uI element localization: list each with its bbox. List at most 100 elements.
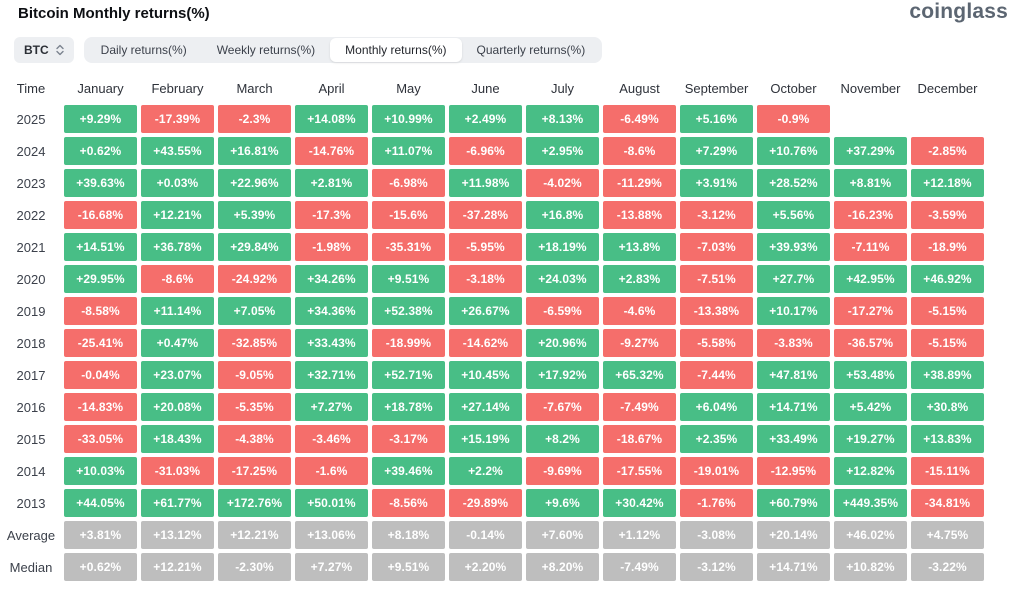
tab-quarterly-returns[interactable]: Quarterly returns(%) [476, 43, 586, 57]
return-cell: -16.68% [64, 201, 137, 229]
return-cell: +42.95% [834, 265, 907, 293]
return-cell: -29.89% [449, 489, 522, 517]
tab-weekly-returns[interactable]: Weekly returns(%) [216, 43, 316, 57]
return-cell: +2.81% [295, 169, 368, 197]
return-cell: +14.71% [757, 393, 830, 421]
return-cell: -9.27% [603, 329, 676, 357]
table-row-2023: 2023 +39.63% +0.03% +22.96% +2.81% -6.98% +11.… [0, 167, 1022, 199]
return-cell: +19.27% [834, 425, 907, 453]
return-cell: -7.11% [834, 233, 907, 261]
return-cell: +29.84% [218, 233, 291, 261]
return-cell: -36.57% [834, 329, 907, 357]
return-cell: +8.81% [834, 169, 907, 197]
return-cell: +39.63% [64, 169, 137, 197]
column-header-october: October [770, 81, 817, 96]
return-cell: -13.38% [680, 297, 753, 325]
return-cell: -7.03% [680, 233, 753, 261]
return-cell: -18.99% [372, 329, 445, 357]
return-cell: -3.12% [680, 201, 753, 229]
return-cell: +3.81% [64, 521, 137, 549]
return-cell: +449.35% [834, 489, 907, 517]
return-cell: +4.75% [911, 521, 984, 549]
symbol-select[interactable]: BTC [14, 37, 74, 63]
return-cell: +33.43% [295, 329, 368, 357]
return-cell: -35.31% [372, 233, 445, 261]
return-cell: +1.12% [603, 521, 676, 549]
row-label: 2013 [16, 495, 46, 511]
return-cell: -12.95% [757, 457, 830, 485]
return-cell: +11.98% [449, 169, 522, 197]
return-cell: +9.51% [372, 265, 445, 293]
return-cell: +20.14% [757, 521, 830, 549]
return-cell: -0.04% [64, 361, 137, 389]
return-cell: +10.17% [757, 297, 830, 325]
return-cell: -6.59% [526, 297, 599, 325]
return-cell: +5.16% [680, 105, 753, 133]
returns-table: Time January February March April May June July… [0, 75, 1022, 583]
return-cell: +46.02% [834, 521, 907, 549]
row-label: 2017 [16, 367, 46, 383]
return-cell: +26.67% [449, 297, 522, 325]
return-cell: +12.21% [218, 521, 291, 549]
return-cell: -8.6% [141, 265, 214, 293]
page-title: Bitcoin Monthly returns(%) [18, 5, 210, 22]
return-cell: +60.79% [757, 489, 830, 517]
column-header-december: December [917, 81, 978, 96]
return-cell: +2.35% [680, 425, 753, 453]
return-cell: -9.69% [526, 457, 599, 485]
return-cell: -3.12% [680, 553, 753, 581]
return-cell: +13.06% [295, 521, 368, 549]
return-cell: -17.25% [218, 457, 291, 485]
return-cell: +12.21% [141, 553, 214, 581]
row-label: 2019 [16, 303, 46, 319]
return-cell: +9.51% [372, 553, 445, 581]
return-cell: -8.6% [603, 137, 676, 165]
return-cell: +52.38% [372, 297, 445, 325]
row-label: 2023 [16, 175, 46, 191]
return-cell: -7.44% [680, 361, 753, 389]
return-cell: -11.29% [603, 169, 676, 197]
return-cell: +7.29% [680, 137, 753, 165]
return-cell: +10.99% [372, 105, 445, 133]
return-cell: -5.95% [449, 233, 522, 261]
return-cell: +5.42% [834, 393, 907, 421]
return-cell: -2.3% [218, 105, 291, 133]
return-cell: -34.81% [911, 489, 984, 517]
controls-bar: BTC Daily returns(%) Weekly returns(%) Mon… [14, 37, 1022, 63]
row-label: 2016 [16, 399, 46, 415]
return-cell: +5.56% [757, 201, 830, 229]
return-cell: +18.78% [372, 393, 445, 421]
return-cell: +7.27% [295, 393, 368, 421]
return-cell: -2.85% [911, 137, 984, 165]
return-cell: +14.51% [64, 233, 137, 261]
return-cell: +16.8% [526, 201, 599, 229]
return-cell: +14.71% [757, 553, 830, 581]
table-row-2018: 2018 -25.41% +0.47% -32.85% +33.43% -18.99% -1… [0, 327, 1022, 359]
return-cell: +32.71% [295, 361, 368, 389]
column-header-june: June [471, 81, 500, 96]
tab-monthly-returns[interactable]: Monthly returns(%) [330, 38, 462, 62]
return-cell: +13.83% [911, 425, 984, 453]
return-cell: +34.36% [295, 297, 368, 325]
return-cell: +7.05% [218, 297, 291, 325]
row-label: 2018 [16, 335, 46, 351]
tab-daily-returns[interactable]: Daily returns(%) [100, 43, 187, 57]
return-cell: +8.13% [526, 105, 599, 133]
return-cell: -3.18% [449, 265, 522, 293]
return-cell [911, 105, 984, 133]
return-cell: +6.04% [680, 393, 753, 421]
table-row-2017: 2017 -0.04% +23.07% -9.05% +32.71% +52.71% +10… [0, 359, 1022, 391]
symbol-select-value: BTC [24, 43, 49, 57]
return-cell: +8.18% [372, 521, 445, 549]
table-row-2019: 2019 -8.58% +11.14% +7.05% +34.36% +52.38% +26… [0, 295, 1022, 327]
return-cell: +0.62% [64, 553, 137, 581]
column-header-february: February [151, 81, 204, 96]
return-cell: -15.11% [911, 457, 984, 485]
table-row-2014: 2014 +10.03% -31.03% -17.25% -1.6% +39.46% +2.… [0, 455, 1022, 487]
return-cell: +17.92% [526, 361, 599, 389]
column-header-march: March [236, 81, 273, 96]
return-cell: +30.42% [603, 489, 676, 517]
table-row-2013: 2013 +44.05% +61.77% +172.76% +50.01% -8.56% -… [0, 487, 1022, 519]
return-cell: +24.03% [526, 265, 599, 293]
return-cell: +52.71% [372, 361, 445, 389]
